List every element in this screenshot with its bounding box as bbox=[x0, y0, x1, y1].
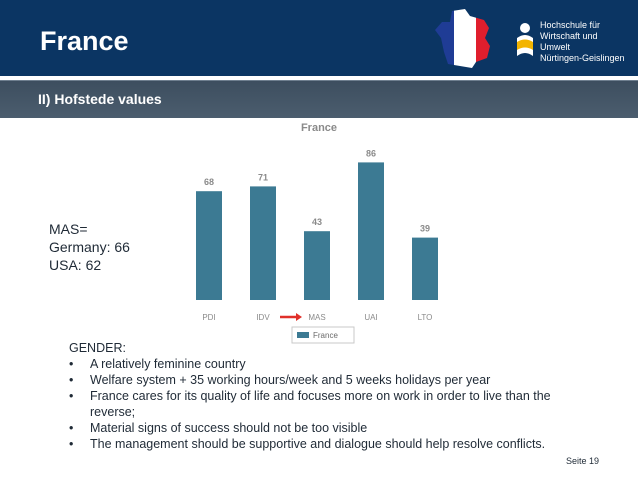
bullet: • bbox=[69, 421, 74, 435]
list-item-text: The management should be supportive and … bbox=[90, 437, 546, 451]
section-subtitle: II) Hofstede values bbox=[38, 91, 162, 107]
chart-title: France bbox=[300, 122, 338, 134]
legend-label: France bbox=[313, 331, 338, 340]
school-name-line: Wirtschaft und Umwelt bbox=[540, 31, 598, 52]
bullet: • bbox=[69, 373, 74, 387]
slide-title: France bbox=[40, 26, 129, 56]
hofstede-bar-chart: 68 PDI 71 IDV 43 MAS 86 UAI 39 LTO France bbox=[196, 148, 438, 344]
school-name-line: Nürtingen-Geislingen bbox=[540, 53, 625, 63]
data-label: 71 bbox=[258, 172, 268, 182]
data-label: 43 bbox=[312, 217, 322, 227]
tick-label: UAI bbox=[364, 313, 377, 322]
highlight-arrowhead-icon bbox=[296, 313, 302, 321]
data-label: 68 bbox=[204, 177, 214, 187]
tick-label: IDV bbox=[256, 313, 270, 322]
list-item: • The management should be supportive and… bbox=[69, 436, 569, 452]
list-item: • Material signs of success should not be… bbox=[69, 420, 569, 436]
list-item: • Welfare system + 35 working hours/week … bbox=[69, 372, 569, 388]
mas-note-line: Germany: 66 bbox=[49, 239, 130, 255]
bullet: • bbox=[69, 389, 74, 403]
gender-list: • A relatively feminine country • Welfare … bbox=[69, 356, 569, 452]
list-item-text: Material signs of success should not be … bbox=[90, 421, 368, 435]
school-logo-icon bbox=[517, 23, 533, 56]
list-item-text: A relatively feminine country bbox=[90, 357, 246, 371]
tick-label: LTO bbox=[418, 313, 433, 322]
bullet: • bbox=[69, 437, 74, 451]
data-label: 39 bbox=[420, 224, 430, 234]
bar-lto bbox=[412, 237, 438, 300]
data-label: 86 bbox=[366, 148, 376, 158]
list-item-text: Welfare system + 35 working hours/week a… bbox=[90, 373, 491, 387]
tick-label: MAS bbox=[308, 313, 325, 322]
mas-comparison-note: MAS= Germany: 66 USA: 62 bbox=[49, 220, 130, 274]
page-number: Seite 19 bbox=[566, 456, 600, 466]
logo-area: Hochschule für Wirtschaft und Umwelt Nür… bbox=[430, 8, 630, 70]
bar-idv bbox=[250, 186, 276, 300]
mas-note-line: USA: 62 bbox=[49, 257, 102, 273]
france-flag-map-icon bbox=[435, 9, 490, 68]
gender-section: GENDER: • A relatively feminine country •… bbox=[69, 340, 569, 452]
legend-box bbox=[291, 326, 355, 344]
section-bar bbox=[0, 80, 638, 118]
list-item: • France cares for its quality of life an… bbox=[69, 388, 569, 420]
mas-note-line: MAS= bbox=[49, 221, 88, 237]
list-item-text: France cares for its quality of life and… bbox=[90, 389, 551, 419]
school-name-line: Hochschule für bbox=[540, 20, 601, 30]
gender-heading: GENDER: bbox=[69, 341, 126, 355]
legend-swatch bbox=[297, 332, 309, 338]
bullet: • bbox=[69, 357, 74, 371]
bar-uai bbox=[358, 162, 384, 300]
list-item: • A relatively feminine country bbox=[69, 356, 569, 372]
bar-pdi bbox=[196, 191, 222, 300]
school-name: Hochschule für Wirtschaft und Umwelt Nür… bbox=[540, 20, 630, 64]
bar-mas bbox=[304, 231, 330, 300]
tick-label: PDI bbox=[202, 313, 215, 322]
